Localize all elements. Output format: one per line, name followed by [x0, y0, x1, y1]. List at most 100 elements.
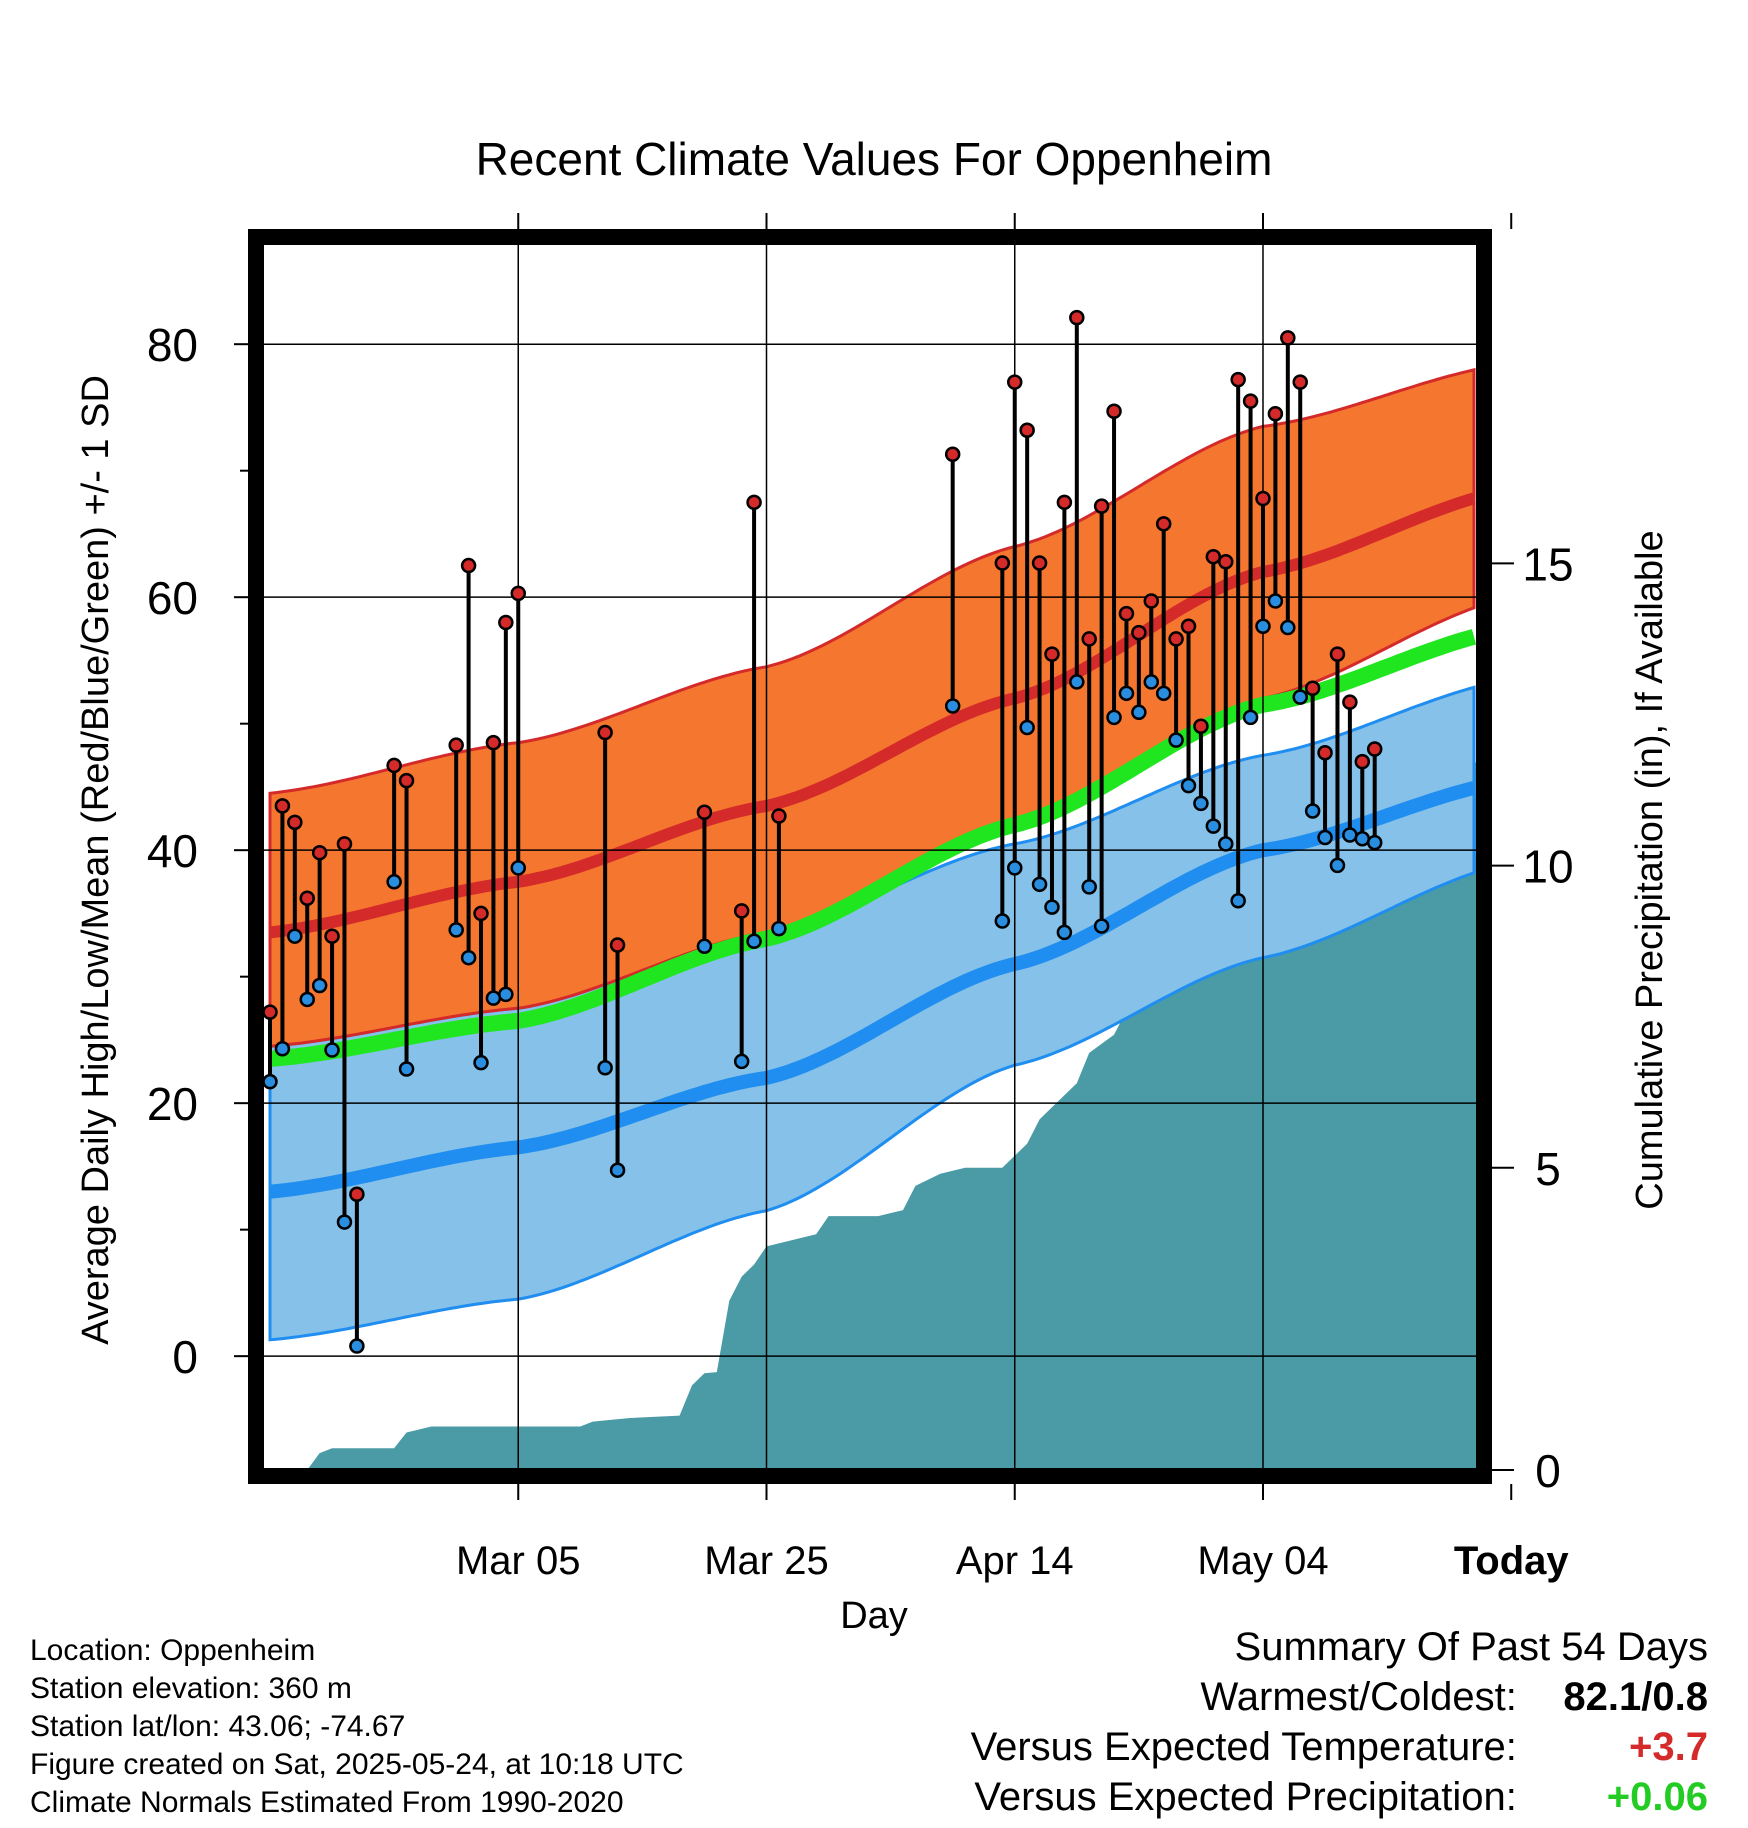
y-tick-label: 60 — [147, 572, 198, 624]
low-point — [1230, 893, 1246, 909]
x-tick-label: Mar 25 — [704, 1539, 829, 1583]
high-point — [1031, 555, 1048, 571]
low-point — [1168, 732, 1184, 748]
high-sd-band — [268, 367, 1476, 1048]
high-point — [1044, 646, 1060, 662]
low-point — [1329, 857, 1346, 874]
low-point — [349, 1338, 365, 1354]
low-point — [1081, 879, 1097, 895]
high-point — [1056, 494, 1073, 511]
high-point — [398, 772, 415, 789]
temp-value: +3.7 — [1629, 1725, 1708, 1769]
summary-panel: Summary Of Past 54 Days Warmest/Coldest:… — [971, 1622, 1708, 1822]
high-point — [597, 724, 613, 741]
low-point — [597, 1059, 613, 1076]
low-point — [1242, 709, 1259, 726]
y-tick-label: 80 — [147, 319, 198, 371]
low-point — [733, 1053, 750, 1070]
low-point — [1106, 709, 1122, 726]
y-tick-label: 0 — [172, 1331, 198, 1383]
high-point — [1255, 490, 1271, 507]
low-point — [746, 933, 762, 950]
low-point — [460, 949, 477, 966]
x-tick-label: May 04 — [1197, 1539, 1328, 1583]
summary-temp-row: Versus Expected Temperature: +3.7 — [971, 1722, 1708, 1772]
high-point — [460, 557, 477, 574]
axes: 0 20 40 60 80 0 5 10 15 Mar 05 Mar 25 Apr 14 May 04 T… — [147, 213, 1574, 1583]
low-point — [262, 1073, 278, 1090]
x-tick-label: Today — [1454, 1539, 1570, 1583]
low-point — [274, 1041, 291, 1057]
mean-normal-line — [269, 629, 1477, 1067]
low-point — [944, 698, 961, 714]
low-point — [1267, 593, 1284, 609]
precip-value: +0.06 — [1606, 1775, 1708, 1819]
low-point — [1006, 860, 1023, 876]
high-point — [1006, 374, 1023, 390]
low-point — [1317, 829, 1333, 846]
warmest-value: 82.1/0.8 — [1563, 1675, 1708, 1719]
low-point — [324, 1042, 340, 1058]
y-tick-label: 20 — [147, 1078, 198, 1130]
high-point — [1280, 330, 1296, 346]
high-normal-line — [269, 492, 1476, 939]
high-point — [1155, 516, 1172, 532]
low-point — [1280, 619, 1296, 636]
high-point — [448, 737, 464, 753]
high-point — [1230, 371, 1246, 388]
high-point — [262, 1004, 278, 1020]
high-point — [994, 555, 1011, 571]
summary-precip-row: Versus Expected Precipitation: +0.06 — [971, 1772, 1708, 1822]
precip-label: Versus Expected Precipitation: — [974, 1775, 1517, 1819]
high-point — [1131, 624, 1147, 641]
low-point — [1354, 831, 1371, 847]
low-point — [1118, 685, 1135, 702]
days-count-label: 88 — [1517, 1369, 1557, 1410]
high-point — [771, 808, 787, 824]
x-tick-label: Apr 14 — [956, 1539, 1074, 1583]
high-point — [473, 905, 489, 922]
low-point — [994, 913, 1011, 929]
high-point — [1342, 694, 1358, 710]
elevation-text: Station elevation: 360 m — [30, 1672, 352, 1705]
low-point — [485, 990, 502, 1006]
low-point — [311, 977, 328, 994]
created-text: Figure created on Sat, 2025-05-24, at 10… — [30, 1748, 684, 1781]
high-point — [1242, 393, 1259, 409]
high-point — [1106, 403, 1122, 419]
high-point — [324, 928, 340, 944]
low-point — [1292, 689, 1308, 705]
y-tick-label: 40 — [147, 825, 198, 877]
high-point — [1317, 745, 1333, 761]
y2-tick-label: 0 — [1535, 1445, 1561, 1497]
y2-axis-label: Cumulative Precipitation (in), If Availa… — [1629, 530, 1671, 1209]
high-point — [1081, 631, 1097, 647]
high-point — [1069, 309, 1085, 326]
low-point — [1056, 924, 1073, 941]
x-axis-label: Day — [840, 1595, 908, 1637]
low-point — [1193, 795, 1209, 812]
low-point — [1205, 818, 1222, 834]
low-point — [398, 1061, 415, 1077]
y2-tick-label: 10 — [1522, 841, 1573, 893]
y2-tick-label: 15 — [1522, 538, 1573, 590]
low-point — [771, 920, 787, 937]
high-point — [1292, 374, 1308, 390]
high-point — [1304, 680, 1321, 697]
high-point — [1180, 618, 1197, 635]
high-point — [1168, 631, 1184, 647]
low-point — [448, 922, 464, 938]
low-point — [498, 986, 514, 1003]
low-point — [1069, 674, 1085, 690]
low-point — [1143, 674, 1160, 690]
high-point — [510, 585, 526, 602]
high-point — [274, 798, 291, 814]
high-point — [609, 937, 626, 953]
location-text: Location: Oppenheim — [30, 1634, 316, 1667]
low-point — [1093, 918, 1110, 934]
low-point — [1180, 777, 1197, 794]
high-point — [1205, 548, 1222, 565]
high-point — [1019, 422, 1035, 438]
low-normal-line — [269, 781, 1476, 1199]
